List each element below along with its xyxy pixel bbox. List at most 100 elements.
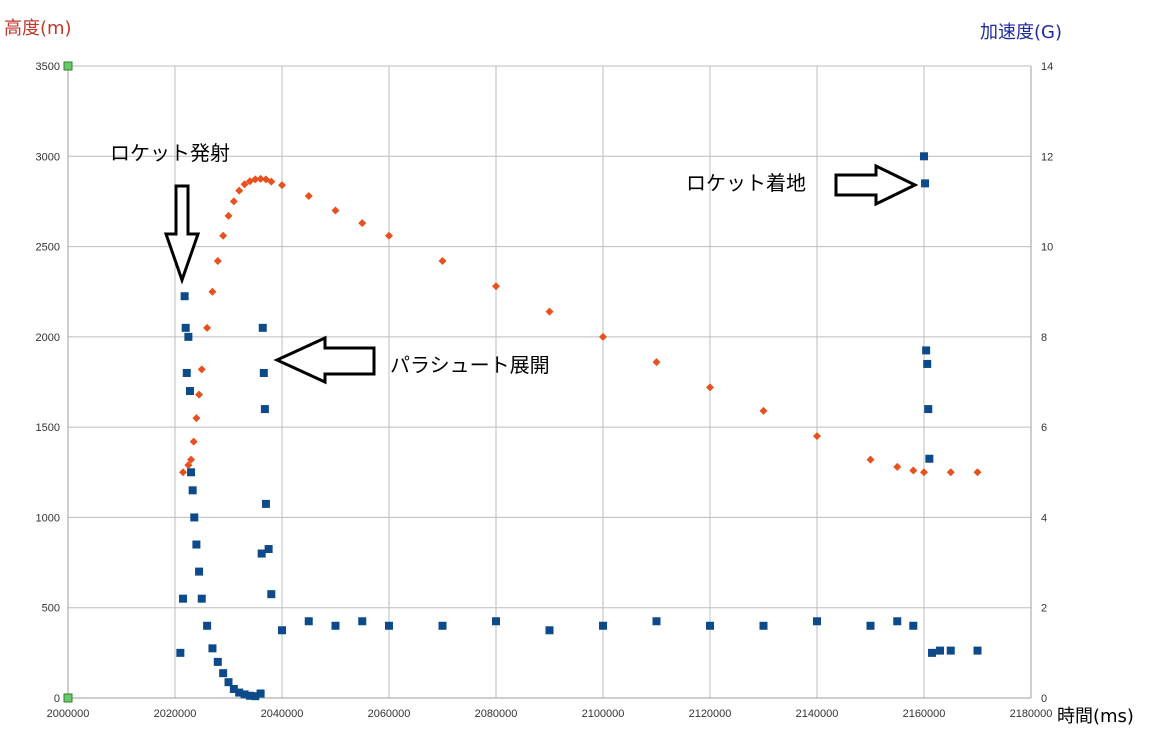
acceleration-point xyxy=(258,323,267,332)
altitude-point xyxy=(208,287,217,296)
altitude-point xyxy=(909,466,918,475)
altitude-point xyxy=(813,432,821,441)
landing-arrow-icon xyxy=(834,163,919,207)
acceleration-point xyxy=(924,405,933,414)
y-right-tick-label: 8 xyxy=(1041,332,1047,344)
altitude-point xyxy=(652,358,661,367)
acceleration-series xyxy=(176,152,982,701)
acceleration-point xyxy=(928,648,937,657)
acceleration-point xyxy=(195,567,204,576)
acceleration-point xyxy=(203,621,212,630)
acceleration-point xyxy=(759,621,768,630)
acceleration-point xyxy=(652,617,661,626)
acceleration-point xyxy=(261,499,270,508)
acceleration-point xyxy=(921,179,930,188)
y-left-tick-label: 500 xyxy=(42,603,60,615)
x-tick-label: 2040000 xyxy=(261,708,304,720)
acceleration-point xyxy=(267,590,276,599)
annotation-parachute-label: パラシュート展開 xyxy=(390,353,550,377)
y-axis-right-label: 加速度(G) xyxy=(980,22,1062,43)
acceleration-point xyxy=(219,669,228,678)
altitude-series xyxy=(179,174,982,477)
x-tick-label: 2080000 xyxy=(475,708,518,720)
acceleration-point xyxy=(923,359,932,368)
altitude-point xyxy=(267,177,276,186)
altitude-point xyxy=(192,414,201,423)
altitude-point xyxy=(189,437,198,446)
y-right-tick-label: 2 xyxy=(1041,603,1047,615)
acceleration-point xyxy=(358,617,367,626)
x-tick-label: 2160000 xyxy=(903,708,946,720)
acceleration-point xyxy=(866,621,875,630)
acceleration-point xyxy=(208,644,217,653)
acceleration-point xyxy=(260,405,269,414)
acceleration-point xyxy=(257,549,266,558)
altitude-point xyxy=(179,468,188,477)
y-right-tick-label: 14 xyxy=(1041,61,1053,73)
acceleration-point xyxy=(599,621,607,630)
x-tick-label: 2120000 xyxy=(689,708,732,720)
acceleration-point xyxy=(492,617,500,626)
acceleration-point xyxy=(385,621,393,630)
acceleration-point xyxy=(179,594,188,603)
series-layer xyxy=(176,152,982,701)
altitude-point xyxy=(545,307,554,316)
altitude-point xyxy=(893,462,902,471)
x-tick-label: 2100000 xyxy=(582,708,625,720)
altitude-point xyxy=(224,211,233,220)
altitude-point xyxy=(492,282,500,291)
acceleration-point xyxy=(936,646,945,655)
altitude-point xyxy=(197,365,206,374)
acceleration-point xyxy=(197,594,206,603)
acceleration-point xyxy=(304,617,313,626)
acceleration-point xyxy=(176,648,185,657)
altitude-point xyxy=(973,468,982,477)
altitude-point xyxy=(385,231,393,240)
y-left-tick-label: 3500 xyxy=(36,61,60,73)
acceleration-point xyxy=(909,621,918,630)
y-axis-left-label: 高度(m) xyxy=(4,18,72,39)
altitude-point xyxy=(599,332,607,341)
axis-handle-top[interactable] xyxy=(63,61,73,71)
altitude-point xyxy=(195,390,204,399)
altitude-point xyxy=(920,468,928,477)
acceleration-point xyxy=(182,368,191,377)
acceleration-point xyxy=(946,646,955,655)
y-right-tick-label: 4 xyxy=(1041,512,1047,524)
y-left-tick-label: 1000 xyxy=(36,512,60,524)
y-right-tick-label: 0 xyxy=(1041,693,1047,705)
altitude-point xyxy=(706,383,714,392)
y-left-tick-label: 2500 xyxy=(36,242,60,254)
annotation-launch-label: ロケット発射 xyxy=(110,141,230,165)
acceleration-point xyxy=(893,617,902,626)
acceleration-point xyxy=(259,368,268,377)
axis-handle-bottom[interactable] xyxy=(63,693,73,703)
altitude-point xyxy=(256,174,265,183)
x-tick-label: 2000000 xyxy=(47,708,90,720)
acceleration-point xyxy=(813,617,821,626)
x-tick-label: 2020000 xyxy=(154,708,197,720)
acceleration-point xyxy=(188,486,197,495)
y-right-tick-label: 12 xyxy=(1041,151,1053,163)
acceleration-point xyxy=(264,545,273,554)
acceleration-point xyxy=(331,621,340,630)
acceleration-point xyxy=(180,292,189,301)
acceleration-point xyxy=(213,657,222,666)
acceleration-point xyxy=(545,626,554,635)
acceleration-point xyxy=(184,332,193,341)
altitude-point xyxy=(229,197,238,206)
x-tick-label: 2180000 xyxy=(1010,708,1053,720)
acceleration-point xyxy=(240,690,249,699)
altitude-point xyxy=(213,257,222,266)
launch-arrow-icon xyxy=(163,184,201,285)
altitude-point xyxy=(278,181,286,190)
acceleration-point xyxy=(438,621,447,630)
altitude-point xyxy=(866,455,875,464)
y-left-tick-label: 3000 xyxy=(36,151,60,163)
acceleration-point xyxy=(190,513,199,522)
altitude-point xyxy=(235,186,244,195)
altitude-point xyxy=(304,192,313,201)
altitude-point xyxy=(187,455,196,464)
